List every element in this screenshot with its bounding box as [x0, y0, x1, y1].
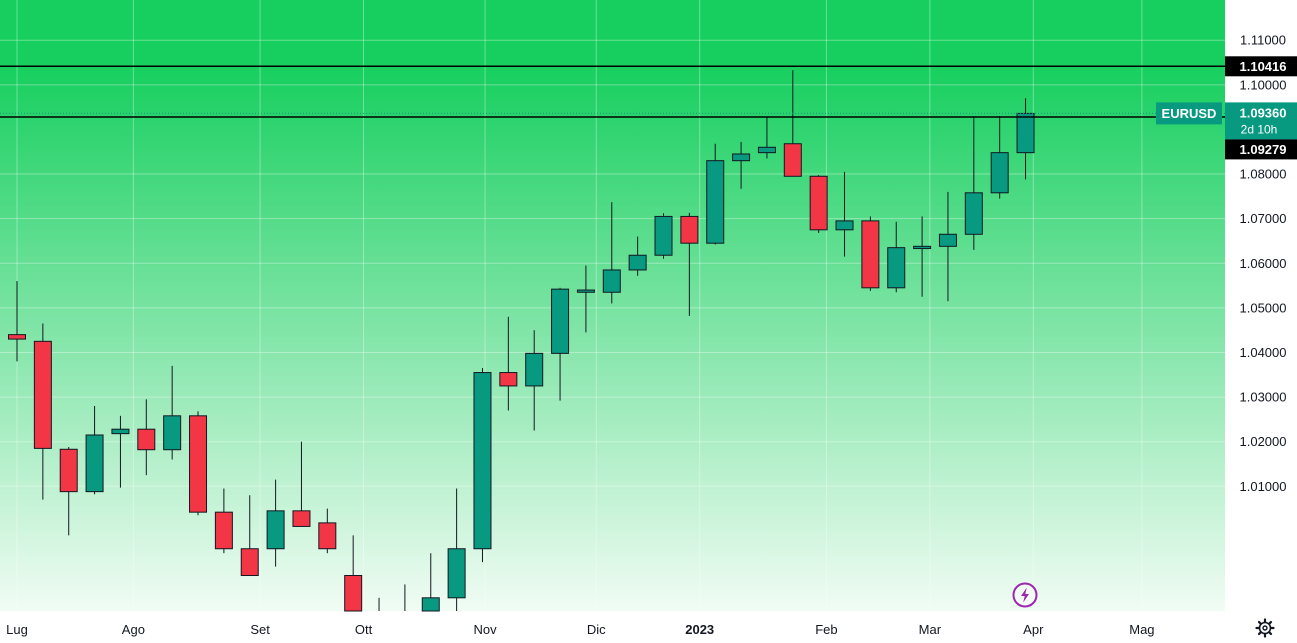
candle	[654, 213, 673, 259]
x-tick-label: Nov	[474, 622, 498, 637]
y-tick-label: 1.08000	[1240, 167, 1287, 182]
symbol-label: EURUSD	[1162, 106, 1217, 121]
line-value-tag: 1.10416	[1225, 56, 1297, 77]
candle	[990, 116, 1009, 199]
line-value: 1.10416	[1240, 59, 1287, 74]
candle	[473, 368, 492, 563]
price-countdown: 2d 10h	[1241, 122, 1278, 136]
y-tick-label: 1.05000	[1240, 300, 1287, 315]
candle	[680, 212, 699, 316]
y-tick-label: 1.03000	[1240, 390, 1287, 405]
candle	[266, 479, 285, 567]
candle	[706, 143, 725, 245]
candle	[499, 316, 518, 411]
price-axis[interactable]: 1.11000 1.10000 1.08000 1.07000 1.06000 1.050…	[1240, 33, 1287, 494]
x-tick-label: Dic	[587, 622, 606, 637]
candle	[887, 221, 906, 293]
candle	[8, 281, 26, 362]
x-tick-label: Feb	[815, 622, 837, 637]
candle	[835, 171, 854, 257]
candle	[861, 216, 880, 291]
candle	[732, 141, 751, 189]
candle	[576, 265, 595, 333]
candle	[292, 441, 311, 527]
y-tick-label: 1.06000	[1240, 256, 1287, 271]
candle	[551, 287, 570, 401]
candle	[964, 116, 983, 250]
horizontal-lines[interactable]	[0, 65, 1225, 118]
y-tick-label: 1.04000	[1240, 345, 1287, 360]
candle	[809, 174, 828, 233]
candle	[628, 236, 647, 276]
y-tick-label: 1.07000	[1240, 211, 1287, 226]
candle	[344, 535, 363, 612]
candle	[85, 406, 104, 495]
y-tick-label: 1.02000	[1240, 434, 1287, 449]
candle	[757, 117, 776, 159]
candle	[111, 415, 130, 488]
candle	[33, 323, 52, 500]
x-tick-label: Lug	[6, 622, 28, 637]
x-tick-label: Set	[250, 622, 270, 637]
y-tick-label: 1.11000	[1240, 33, 1286, 48]
x-tick-label: Ago	[122, 622, 145, 637]
plot-background	[0, 0, 1225, 611]
candle	[214, 488, 233, 554]
candle	[59, 447, 78, 536]
candle	[189, 411, 208, 516]
y-tick-label: 1.10000	[1240, 77, 1287, 92]
grid-lines	[0, 0, 1225, 611]
candle	[525, 330, 544, 431]
candle	[938, 191, 957, 302]
time-axis-background	[0, 611, 1297, 643]
x-tick-label: Mag	[1129, 622, 1154, 637]
x-tick-label: Apr	[1023, 622, 1044, 637]
x-tick-label: Ott	[355, 622, 373, 637]
line-value-tag: 1.09279	[1225, 139, 1297, 160]
candle	[1016, 98, 1035, 180]
candle	[318, 508, 337, 554]
candles	[8, 70, 1035, 612]
y-tick-label: 1.01000	[1240, 479, 1287, 494]
candle	[602, 202, 621, 304]
current-price-tag: 1.09360 2d 10h	[1225, 102, 1297, 140]
time-axis[interactable]: Lug Ago Set Ott Nov Dic 2023 Feb Mar Apr Mag	[6, 622, 1154, 637]
candle	[240, 495, 259, 577]
candle	[913, 216, 932, 297]
candle	[421, 553, 440, 612]
lightning-icon[interactable]	[1012, 582, 1038, 608]
candle	[447, 488, 466, 611]
symbol-tag: EURUSD	[1156, 102, 1222, 125]
candle	[137, 399, 156, 476]
price-value: 1.09360	[1240, 105, 1287, 120]
gear-icon[interactable]	[1255, 618, 1275, 638]
line-value: 1.09279	[1240, 142, 1287, 157]
x-tick-label: 2023	[685, 622, 714, 637]
candle	[783, 70, 802, 177]
price-tags: 1.09360 2d 10h EURUSD 1.10416 1.09279	[1156, 56, 1297, 160]
x-tick-label: Mar	[919, 622, 942, 637]
price-axis-background	[1225, 0, 1297, 643]
candle	[163, 365, 182, 460]
